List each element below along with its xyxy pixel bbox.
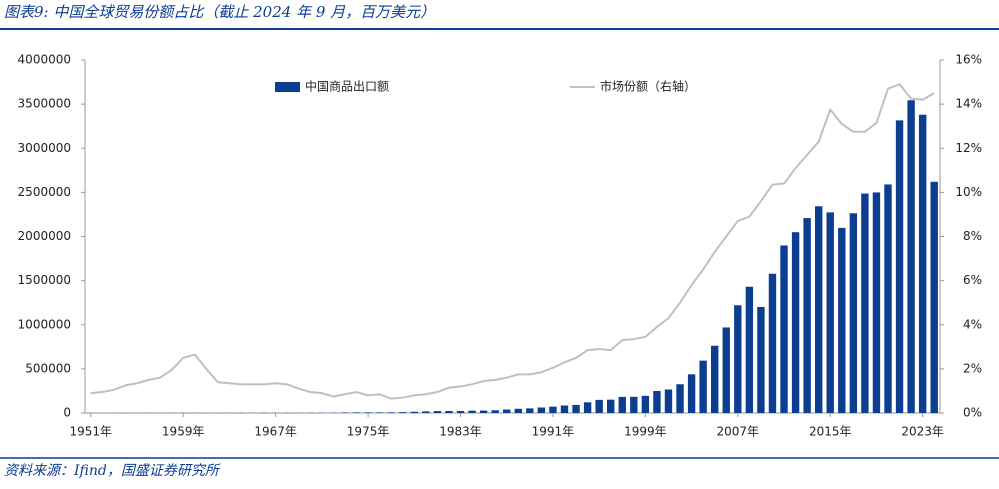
bar — [526, 408, 533, 413]
bar — [642, 396, 649, 413]
source-note: 资料来源：Ifind，国盛证券研究所 — [4, 463, 221, 479]
bar — [353, 412, 360, 413]
bar — [838, 228, 845, 413]
x-tick-label: 1999年 — [624, 425, 667, 439]
bar — [896, 120, 903, 413]
y2-tick-label: 6% — [963, 273, 982, 287]
bar — [780, 245, 787, 413]
x-tick-label: 2007年 — [717, 425, 760, 439]
bar — [850, 213, 857, 413]
y-tick-label: 3500000 — [18, 97, 71, 111]
bar — [561, 406, 568, 413]
bar — [665, 390, 672, 413]
x-tick-label: 2015年 — [809, 425, 852, 439]
y2-tick-label: 4% — [963, 317, 982, 331]
x-tick-label: 2023年 — [901, 425, 944, 439]
bar — [399, 412, 406, 413]
bar — [734, 305, 741, 413]
y2-tick-label: 0% — [963, 406, 982, 420]
bar — [827, 212, 834, 413]
y-tick-label: 1500000 — [18, 273, 71, 287]
bar — [803, 218, 810, 413]
bar — [676, 384, 683, 413]
bar — [538, 408, 545, 413]
legend-label: 市场份额（右轴） — [600, 79, 696, 94]
bar — [699, 361, 706, 413]
bar — [873, 192, 880, 413]
legend-swatch — [275, 82, 300, 92]
bar — [861, 194, 868, 413]
x-tick-label: 1975年 — [347, 425, 390, 439]
y-tick-label: 0 — [63, 406, 71, 420]
x-tick-label: 1967年 — [254, 425, 297, 439]
bar — [792, 232, 799, 413]
bar — [619, 397, 626, 413]
bar — [434, 411, 441, 413]
y-tick-label: 4000000 — [18, 53, 71, 67]
bar — [723, 327, 730, 413]
y2-tick-label: 12% — [955, 141, 982, 155]
bar — [364, 412, 371, 413]
y-tick-label: 2500000 — [18, 185, 71, 199]
bar — [515, 409, 522, 413]
y2-tick-label: 14% — [955, 97, 982, 111]
bar — [630, 397, 637, 413]
x-tick-label: 1959年 — [162, 425, 205, 439]
bar — [480, 411, 487, 413]
x-tick-label: 1991年 — [532, 425, 575, 439]
bar — [815, 206, 822, 413]
bar — [341, 412, 348, 413]
x-tick-label: 1951年 — [70, 425, 113, 439]
bar — [711, 346, 718, 413]
bar — [584, 402, 591, 413]
bar — [411, 412, 418, 413]
bar — [376, 412, 383, 413]
y-tick-label: 2000000 — [18, 229, 71, 243]
bar — [491, 410, 498, 413]
y2-tick-label: 10% — [955, 185, 982, 199]
bar — [746, 287, 753, 413]
y2-tick-label: 16% — [955, 53, 982, 67]
legend-label: 中国商品出口额 — [305, 79, 389, 94]
bar — [595, 400, 602, 413]
y-tick-label: 3000000 — [18, 141, 71, 155]
bar — [884, 184, 891, 413]
bar — [503, 410, 510, 413]
bar — [468, 411, 475, 413]
bar — [769, 274, 776, 413]
bar — [457, 411, 464, 413]
bar — [919, 115, 926, 413]
bar — [688, 374, 695, 413]
bar — [445, 411, 452, 413]
bar — [757, 307, 764, 413]
y2-tick-label: 2% — [963, 361, 982, 375]
bar — [572, 405, 579, 413]
bar — [653, 391, 660, 413]
bar — [907, 100, 914, 413]
chart-title: 图表9: 中国全球贸易份额占比（截止 2024 年 9 月，百万美元） — [4, 3, 435, 21]
x-tick-label: 1983年 — [439, 425, 482, 439]
y-tick-label: 1000000 — [18, 317, 71, 331]
bar — [607, 400, 614, 413]
bar — [422, 411, 429, 413]
bar — [931, 182, 938, 413]
y-tick-label: 500000 — [25, 361, 71, 375]
bar — [549, 407, 556, 413]
y2-tick-label: 8% — [963, 229, 982, 243]
bar — [387, 412, 394, 413]
